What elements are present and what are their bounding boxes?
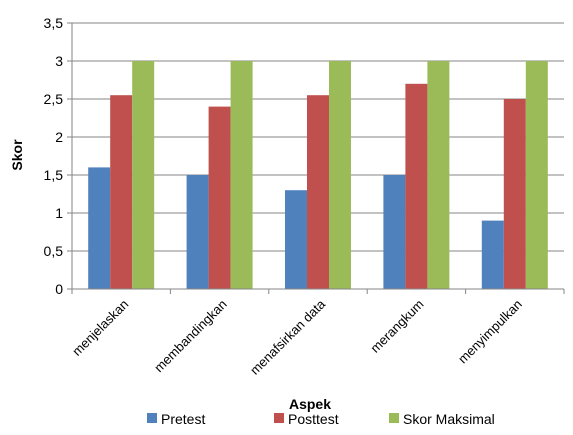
x-axis-title: Aspek — [289, 396, 331, 412]
legend-label: Posttest — [288, 411, 339, 427]
legend-label: Pretest — [161, 411, 205, 427]
bar-posttest — [503, 99, 526, 289]
bar-posttest — [405, 83, 428, 289]
x-tick-label: menafsirkan data — [247, 296, 329, 378]
y-tick-label: 0 — [55, 281, 63, 297]
x-tick-label: menjelaskan — [69, 297, 131, 359]
bar-skor-maksimal — [525, 61, 548, 289]
bar-posttest — [110, 95, 133, 289]
x-tick-label: membandingkan — [151, 297, 230, 376]
axes — [71, 23, 565, 294]
x-tick-labels: menjelaskan membandingkan menafsirkan data… — [69, 296, 525, 378]
y-tick-label: 2,5 — [44, 91, 64, 107]
bars — [88, 61, 548, 289]
bar-pretest — [186, 175, 209, 289]
legend-swatch — [274, 413, 284, 423]
legend-label: Skor Maksimal — [403, 411, 495, 427]
bar-posttest — [307, 95, 329, 289]
y-axis-title: Skor — [9, 139, 25, 171]
y-tick-labels: 0 0,5 1 1,5 2 2,5 3 3,5 — [44, 15, 64, 297]
legend: Pretest Posttest Skor Maksimal — [147, 411, 495, 427]
bar-skor-maksimal — [132, 61, 155, 289]
bar-skor-maksimal — [427, 61, 450, 289]
legend-swatch — [147, 413, 157, 423]
y-tick-label: 3 — [55, 53, 63, 69]
bar-pretest — [383, 175, 406, 289]
x-tick-label: merangkum — [367, 297, 426, 356]
bar-skor-maksimal — [329, 61, 351, 289]
y-tick-label: 1,5 — [44, 167, 64, 183]
bar-posttest — [208, 106, 231, 289]
y-tick-label: 2 — [55, 129, 63, 145]
bar-pretest — [285, 190, 307, 289]
y-tick-label: 3,5 — [44, 15, 64, 31]
x-tick-label: menyimpulkan — [455, 297, 525, 367]
y-tick-label: 0,5 — [44, 243, 64, 259]
y-tick-label: 1 — [55, 205, 63, 221]
bar-pretest — [88, 167, 111, 289]
bar-pretest — [481, 220, 504, 289]
legend-swatch — [389, 413, 399, 423]
bar-skor-maksimal — [230, 61, 253, 289]
